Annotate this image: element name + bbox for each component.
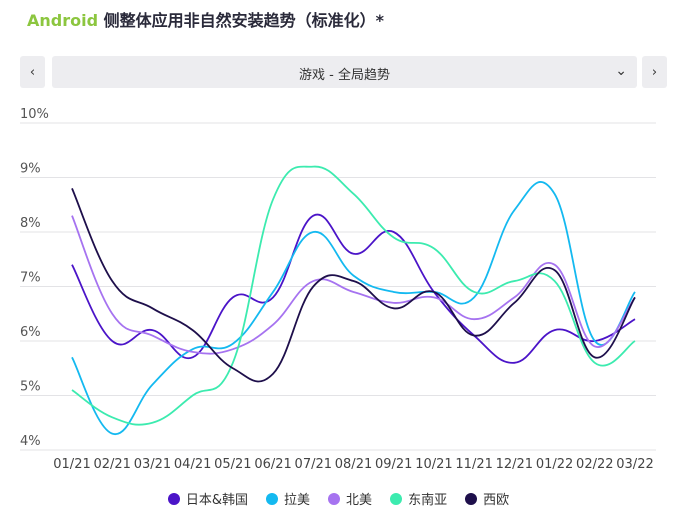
- legend-dot-icon: [266, 492, 279, 505]
- x-tick-label: 02/22: [576, 457, 613, 472]
- y-tick-label: 8%: [20, 216, 41, 231]
- chart-legend: 日本&韩国 拉美 北美 东南亚 西欧: [0, 489, 677, 508]
- title-text: 侧整体应用非自然安装趋势（标准化）*: [98, 11, 384, 30]
- x-tick-label: 12/21: [496, 457, 533, 472]
- chart-series: [71, 165, 636, 435]
- x-tick-label: 09/21: [375, 457, 412, 472]
- series-line-2: [71, 215, 636, 355]
- prev-button[interactable]: ‹: [20, 56, 45, 88]
- y-tick-label: 9%: [20, 162, 41, 177]
- legend-dot-icon: [328, 492, 341, 505]
- x-tick-label: 05/21: [214, 457, 251, 472]
- y-axis-labels: 4% 5% 6% 7% 8% 9% 10%: [20, 107, 49, 449]
- x-tick-label: 11/21: [455, 457, 492, 472]
- legend-label: 拉美: [284, 493, 311, 508]
- legend-label: 西欧: [483, 493, 510, 508]
- x-tick-label: 07/21: [295, 457, 332, 472]
- y-tick-label: 10%: [20, 107, 49, 122]
- y-tick-label: 5%: [20, 380, 41, 395]
- legend-label: 东南亚: [408, 493, 448, 508]
- chevron-left-icon: ‹: [29, 64, 36, 80]
- legend-item[interactable]: 东南亚: [390, 489, 447, 508]
- series-line-4: [71, 188, 636, 383]
- x-tick-label: 03/22: [616, 457, 653, 472]
- x-tick-label: 06/21: [254, 457, 291, 472]
- legend-dot-icon: [167, 492, 180, 505]
- y-tick-label: 4%: [20, 434, 41, 449]
- chevron-down-icon: ⌄: [615, 63, 627, 79]
- legend-item[interactable]: 拉美: [266, 489, 310, 508]
- y-tick-label: 7%: [20, 271, 41, 286]
- line-chart: 4% 5% 6% 7% 8% 9% 10% 01/21 02/21 03/21 04/21 05/2…: [20, 107, 656, 472]
- legend-label: 北美: [346, 493, 373, 508]
- x-tick-label: 01/21: [53, 457, 90, 472]
- series-line-3: [71, 165, 636, 426]
- x-tick-label: 04/21: [174, 457, 211, 472]
- x-tick-label: 02/21: [93, 457, 130, 472]
- x-tick-label: 10/21: [415, 457, 452, 472]
- page-title: Android 侧整体应用非自然安装趋势（标准化）*: [27, 7, 384, 31]
- y-tick-label: 6%: [20, 325, 41, 340]
- x-axis-labels: 01/21 02/21 03/21 04/21 05/21 06/21 07/21 08/21…: [53, 457, 653, 472]
- legend-item[interactable]: 日本&韩国: [167, 489, 249, 508]
- legend-item[interactable]: 北美: [328, 489, 372, 508]
- x-tick-label: 01/22: [536, 457, 573, 472]
- series-line-1: [71, 180, 636, 435]
- x-tick-label: 08/21: [335, 457, 372, 472]
- brand-label: Android: [27, 11, 99, 30]
- legend-label: 日本&韩国: [185, 493, 249, 508]
- series-line-0: [71, 213, 636, 364]
- dropdown-value: 游戏 - 全局趋势: [299, 68, 390, 83]
- chevron-right-icon: ›: [651, 64, 658, 80]
- category-dropdown[interactable]: 游戏 - 全局趋势 ⌄: [52, 56, 637, 88]
- x-tick-label: 03/21: [134, 457, 171, 472]
- chart-grid: [20, 122, 656, 451]
- next-button[interactable]: ›: [642, 56, 667, 88]
- legend-dot-icon: [390, 492, 403, 505]
- legend-dot-icon: [465, 492, 478, 505]
- legend-item[interactable]: 西欧: [465, 489, 509, 508]
